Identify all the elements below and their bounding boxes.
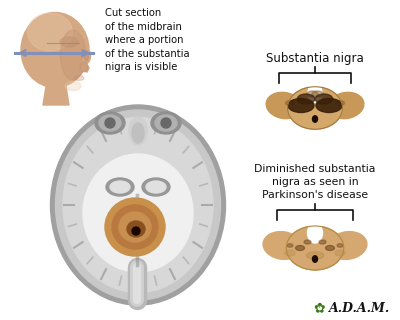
Ellipse shape [328,232,367,260]
Ellipse shape [161,118,171,128]
Ellipse shape [112,205,158,249]
Ellipse shape [106,178,134,196]
Ellipse shape [129,117,147,145]
Ellipse shape [63,117,213,292]
Ellipse shape [312,256,318,262]
Ellipse shape [50,105,226,305]
Ellipse shape [286,226,344,270]
Ellipse shape [21,12,89,87]
Ellipse shape [312,116,318,122]
Ellipse shape [288,87,342,129]
Ellipse shape [336,100,344,106]
Ellipse shape [95,112,125,134]
Ellipse shape [127,221,145,237]
Ellipse shape [312,91,323,97]
Ellipse shape [296,245,304,251]
Text: Diminished substantia
nigra as seen in
Parkinson's disease: Diminished substantia nigra as seen in P… [254,164,376,200]
Text: A.D.A.M.: A.D.A.M. [329,301,391,315]
Ellipse shape [308,84,322,102]
Ellipse shape [263,232,302,260]
Ellipse shape [306,252,324,259]
Polygon shape [43,80,69,105]
Ellipse shape [56,110,220,300]
Ellipse shape [80,62,88,72]
Ellipse shape [132,227,140,235]
Ellipse shape [288,99,314,113]
Ellipse shape [328,92,364,119]
Ellipse shape [151,112,181,134]
Ellipse shape [285,250,295,256]
Ellipse shape [326,245,334,251]
Ellipse shape [105,118,115,128]
Ellipse shape [155,115,177,131]
Ellipse shape [60,37,78,47]
Ellipse shape [132,123,144,143]
Text: *: * [316,303,322,313]
Ellipse shape [142,178,170,196]
Ellipse shape [286,100,294,106]
Ellipse shape [287,244,293,247]
Ellipse shape [304,240,311,244]
Ellipse shape [297,94,315,104]
Ellipse shape [319,240,326,244]
Ellipse shape [266,92,302,119]
Ellipse shape [105,198,165,256]
Ellipse shape [82,51,88,61]
Ellipse shape [99,115,121,131]
Text: ✿: ✿ [313,301,325,315]
Ellipse shape [146,181,166,193]
Ellipse shape [337,244,343,247]
Polygon shape [81,58,89,72]
Ellipse shape [80,48,90,64]
Text: Cut section
of the midbrain
where a portion
of the substantia
nigra is visible: Cut section of the midbrain where a port… [105,8,190,72]
Ellipse shape [60,30,86,80]
Text: Substantia nigra: Substantia nigra [266,52,364,65]
Ellipse shape [307,91,318,97]
Ellipse shape [74,76,84,81]
Ellipse shape [110,181,130,193]
Ellipse shape [316,99,342,113]
Ellipse shape [119,212,151,242]
Ellipse shape [308,223,322,243]
Ellipse shape [335,250,345,256]
Ellipse shape [315,94,333,104]
Ellipse shape [83,154,193,272]
Ellipse shape [65,82,81,91]
Ellipse shape [28,13,72,51]
